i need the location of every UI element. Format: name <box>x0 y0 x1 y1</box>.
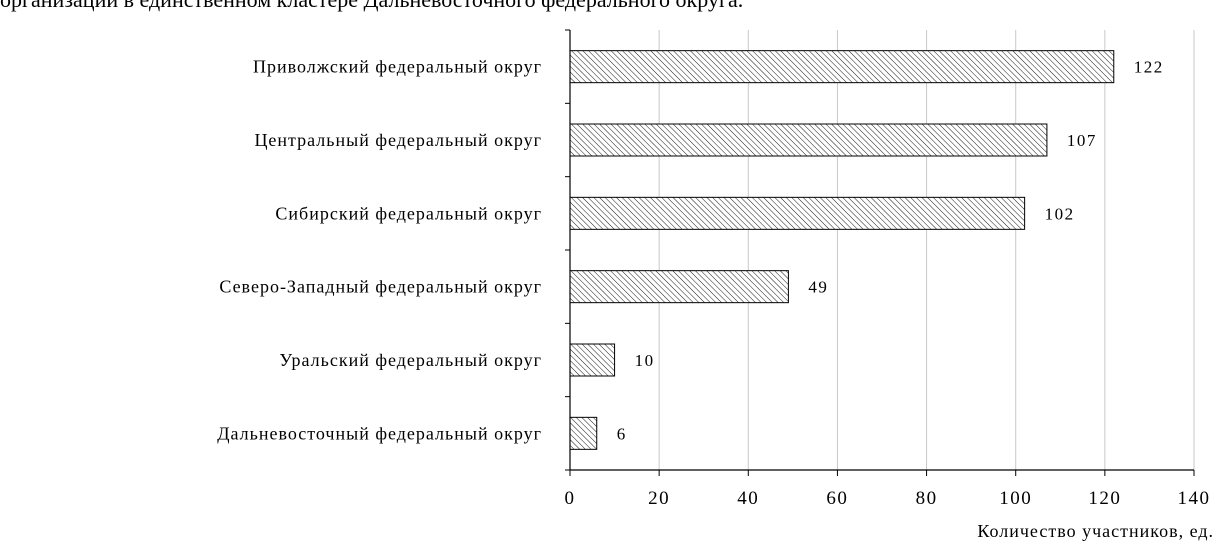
value-label-0: 122 <box>1134 58 1164 77</box>
value-label-2: 102 <box>1045 204 1075 223</box>
x-tick-label-20: 20 <box>648 488 670 509</box>
bar-layer <box>569 50 1115 450</box>
x-tick-label-40: 40 <box>737 488 759 509</box>
x-tick-label-0: 0 <box>565 488 576 509</box>
grid-layer <box>658 30 1195 470</box>
value-label-4: 10 <box>635 351 655 370</box>
bar-2 <box>569 196 1026 230</box>
bar-1 <box>569 123 1048 157</box>
value-label-5: 6 <box>617 424 627 443</box>
cropped-caption-text: организации в единственном кластере Даль… <box>0 0 743 11</box>
bar-4 <box>569 343 616 377</box>
x-axis-title: Количество участников, ед. <box>977 521 1214 541</box>
value-label-3: 49 <box>808 278 828 297</box>
bar-5 <box>569 416 598 450</box>
category-label-2: Сибирский федеральный округ <box>275 203 542 223</box>
value-label-1: 107 <box>1067 131 1097 150</box>
x-tick-label-100: 100 <box>999 488 1032 509</box>
category-label-4: Уральский федеральный округ <box>279 350 542 370</box>
x-tick-label-80: 80 <box>916 488 938 509</box>
category-label-3: Северо-Западный федеральный округ <box>219 277 542 297</box>
x-tick-label-120: 120 <box>1088 488 1121 509</box>
x-tick-label-140: 140 <box>1178 488 1211 509</box>
category-label-1: Центральный федеральный округ <box>254 130 542 150</box>
category-label-0: Приволжский федеральный округ <box>253 57 542 77</box>
category-label-5: Дальневосточный федеральный округ <box>217 423 542 443</box>
axis-layer <box>565 29 1195 476</box>
bar-0 <box>569 50 1115 84</box>
label-layer: 0 20 40 60 80 100 120 140 Количество участников,… <box>217 57 1214 541</box>
x-tick-label-60: 60 <box>826 488 848 509</box>
bar-3 <box>569 270 789 304</box>
